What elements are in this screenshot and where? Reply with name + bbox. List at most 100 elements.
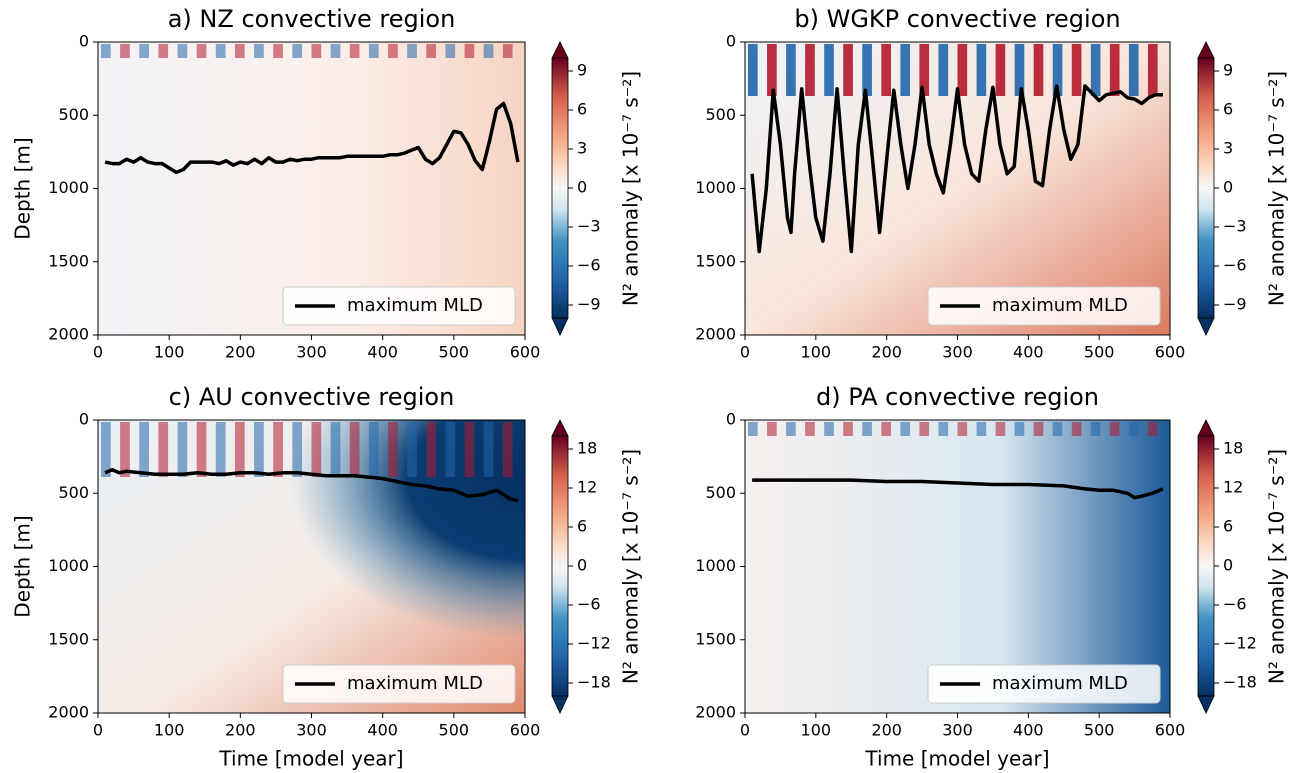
contour-band (843, 422, 853, 436)
colorbar-tick-label: −9 (1223, 295, 1247, 314)
colorbar-tick-label: −18 (1223, 673, 1257, 692)
colorbar-tick-label: −9 (577, 295, 601, 314)
x-tick-label: 300 (296, 721, 327, 740)
x-tick-label: 600 (510, 343, 541, 362)
contour-band (196, 44, 207, 58)
contour-band (824, 44, 834, 96)
colorbar-tick-label: 12 (1223, 478, 1243, 497)
contour-band (502, 422, 513, 477)
colorbar-tick-label: 3 (1223, 139, 1233, 158)
colorbar-tick-label: 12 (577, 478, 597, 497)
x-tick-label: 600 (1155, 721, 1186, 740)
legend-label: maximum MLD (992, 295, 1128, 316)
colorbar-tick-label: 6 (577, 100, 587, 119)
contour-band (1090, 44, 1101, 96)
contour-field (745, 420, 1170, 713)
colorbar-extend (1197, 317, 1215, 336)
contour-band (1109, 422, 1120, 436)
legend-box (927, 664, 1161, 704)
colorbar (1198, 436, 1214, 696)
contour-band (464, 422, 475, 477)
x-tick-label: 0 (93, 721, 103, 740)
mld-line (104, 468, 519, 503)
y-tick-label: 1000 (48, 556, 89, 575)
contour-band (1052, 44, 1063, 96)
contour-band (158, 44, 169, 58)
contour-band (767, 44, 777, 96)
x-axis-label: Time [model year] (864, 747, 1049, 771)
colorbar-label: N² anomaly [x 10⁻⁷ s⁻²] (619, 71, 643, 306)
contour-band (388, 422, 398, 477)
y-tick-label: 500 (705, 105, 736, 124)
contour-band (1033, 422, 1044, 436)
contour-band (957, 422, 968, 436)
contour-band (273, 422, 283, 477)
contour-band (215, 44, 226, 58)
contour-band (900, 44, 911, 96)
x-tick-label: 200 (225, 721, 256, 740)
y-axis-label: Depth [m] (11, 515, 35, 617)
y-tick-label: 0 (726, 410, 736, 429)
contour-band (158, 422, 169, 477)
y-tick-label: 2000 (695, 325, 736, 344)
legend-label: maximum MLD (992, 673, 1128, 694)
colorbar-tick-label: 6 (1223, 100, 1233, 119)
contour-band (919, 44, 930, 96)
y-tick-label: 0 (726, 32, 736, 51)
contour-band (995, 44, 1006, 96)
y-tick-label: 1500 (48, 629, 89, 648)
contour-band (120, 44, 130, 58)
contour-band (368, 44, 379, 58)
colorbar-tick-label: −6 (577, 595, 601, 614)
colorbar-tick-label: −3 (577, 217, 601, 236)
contour-band (1147, 44, 1158, 96)
contour-band (139, 44, 149, 58)
contour-band (464, 44, 475, 58)
mld-line (750, 84, 1163, 254)
contour-band (349, 44, 360, 58)
colorbar-tick-label: 18 (577, 439, 597, 458)
contour-band (254, 422, 264, 477)
x-tick-label: 0 (740, 721, 750, 740)
contour-band (483, 44, 494, 58)
contour-band (330, 44, 341, 58)
x-tick-label: 100 (154, 721, 185, 740)
contour-band (805, 422, 815, 436)
contour-band (273, 44, 283, 58)
contour-band (881, 422, 891, 436)
contour-band (1033, 44, 1044, 96)
contour-band (483, 422, 494, 477)
contour-band (368, 422, 379, 477)
colorbar-extend (1197, 41, 1215, 59)
legend-box (282, 664, 516, 704)
x-tick-label: 100 (801, 721, 832, 740)
contour-band (805, 44, 815, 96)
contour-band (234, 422, 245, 477)
contour-band (1071, 44, 1082, 96)
x-tick-label: 200 (871, 343, 902, 362)
colorbar-tick-label: 6 (1223, 517, 1233, 536)
contour-band (938, 44, 949, 96)
contour-band (1128, 44, 1139, 96)
x-tick-label: 300 (296, 343, 327, 362)
colorbar-extend (551, 317, 569, 336)
contour-band (1128, 422, 1139, 436)
contour-band (502, 44, 513, 58)
colorbar-tick-label: −12 (1223, 634, 1257, 653)
colorbar-extend (551, 41, 569, 59)
contour-band (957, 44, 968, 96)
contour-band (292, 44, 303, 58)
colorbar-label: N² anomaly [x 10⁻⁷ s⁻²] (1265, 449, 1289, 684)
colorbar-tick-label: −6 (577, 256, 601, 275)
colorbar (552, 58, 568, 318)
x-tick-label: 600 (510, 721, 541, 740)
x-tick-label: 100 (154, 343, 185, 362)
x-tick-label: 500 (1084, 343, 1115, 362)
contour-band (407, 44, 417, 58)
x-tick-label: 500 (439, 721, 470, 740)
mld-line (752, 478, 1164, 500)
colorbar-tick-label: 9 (577, 61, 587, 80)
contour-band (234, 44, 245, 58)
x-tick-label: 0 (740, 343, 750, 362)
contour-band (388, 44, 398, 58)
